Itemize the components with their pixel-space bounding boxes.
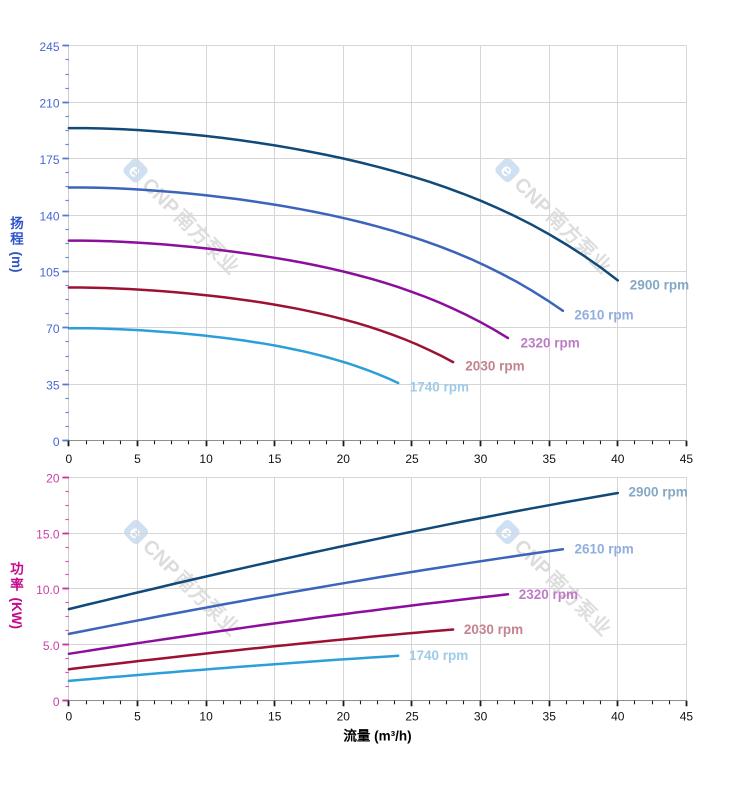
svg-text:15: 15 [268,452,282,466]
svg-text:35: 35 [543,452,557,466]
svg-text:245: 245 [39,40,59,54]
svg-text:40: 40 [611,709,625,723]
svg-text:15.0: 15.0 [36,527,60,541]
svg-text:程: 程 [10,232,24,247]
svg-text:(m): (m) [9,252,24,273]
svg-text:扬: 扬 [10,215,24,231]
svg-text:0: 0 [66,452,73,466]
svg-text:1740 rpm: 1740 rpm [409,648,468,663]
svg-text:35: 35 [543,709,557,723]
svg-text:30: 30 [474,709,488,723]
svg-text:流量 (m³/h): 流量 (m³/h) [343,728,411,744]
svg-text:率: 率 [10,576,24,592]
svg-text:5: 5 [134,452,141,466]
svg-text:0: 0 [53,435,60,449]
svg-text:45: 45 [680,452,694,466]
svg-text:210: 210 [39,97,59,111]
svg-text:105: 105 [39,266,59,280]
svg-text:140: 140 [39,209,59,223]
svg-text:5: 5 [134,709,141,723]
svg-text:2900 rpm: 2900 rpm [630,277,689,292]
svg-text:20: 20 [337,452,351,466]
svg-text:20: 20 [337,709,351,723]
svg-text:5.0: 5.0 [43,639,60,653]
svg-text:2320 rpm: 2320 rpm [519,587,578,602]
svg-text:10: 10 [199,709,213,723]
svg-text:(KW): (KW) [9,598,24,629]
svg-text:10: 10 [199,452,213,466]
svg-text:10.0: 10.0 [36,583,60,597]
svg-text:2030 rpm: 2030 rpm [465,358,524,373]
svg-text:1740 rpm: 1740 rpm [410,379,469,394]
svg-text:70: 70 [46,322,60,336]
svg-text:25: 25 [405,709,419,723]
svg-text:功: 功 [10,562,24,577]
svg-text:2610 rpm: 2610 rpm [574,308,633,323]
svg-text:2900 rpm: 2900 rpm [629,485,688,500]
svg-text:40: 40 [611,452,625,466]
svg-text:2610 rpm: 2610 rpm [575,542,634,557]
svg-text:15: 15 [268,709,282,723]
svg-text:0: 0 [66,709,73,723]
svg-text:25: 25 [405,452,419,466]
svg-text:2320 rpm: 2320 rpm [521,335,580,350]
svg-text:20: 20 [46,471,60,485]
svg-text:35: 35 [46,379,60,393]
svg-text:2030 rpm: 2030 rpm [464,622,523,637]
svg-text:0: 0 [53,695,60,709]
svg-text:45: 45 [680,709,694,723]
svg-text:30: 30 [474,452,488,466]
svg-text:175: 175 [39,153,59,167]
